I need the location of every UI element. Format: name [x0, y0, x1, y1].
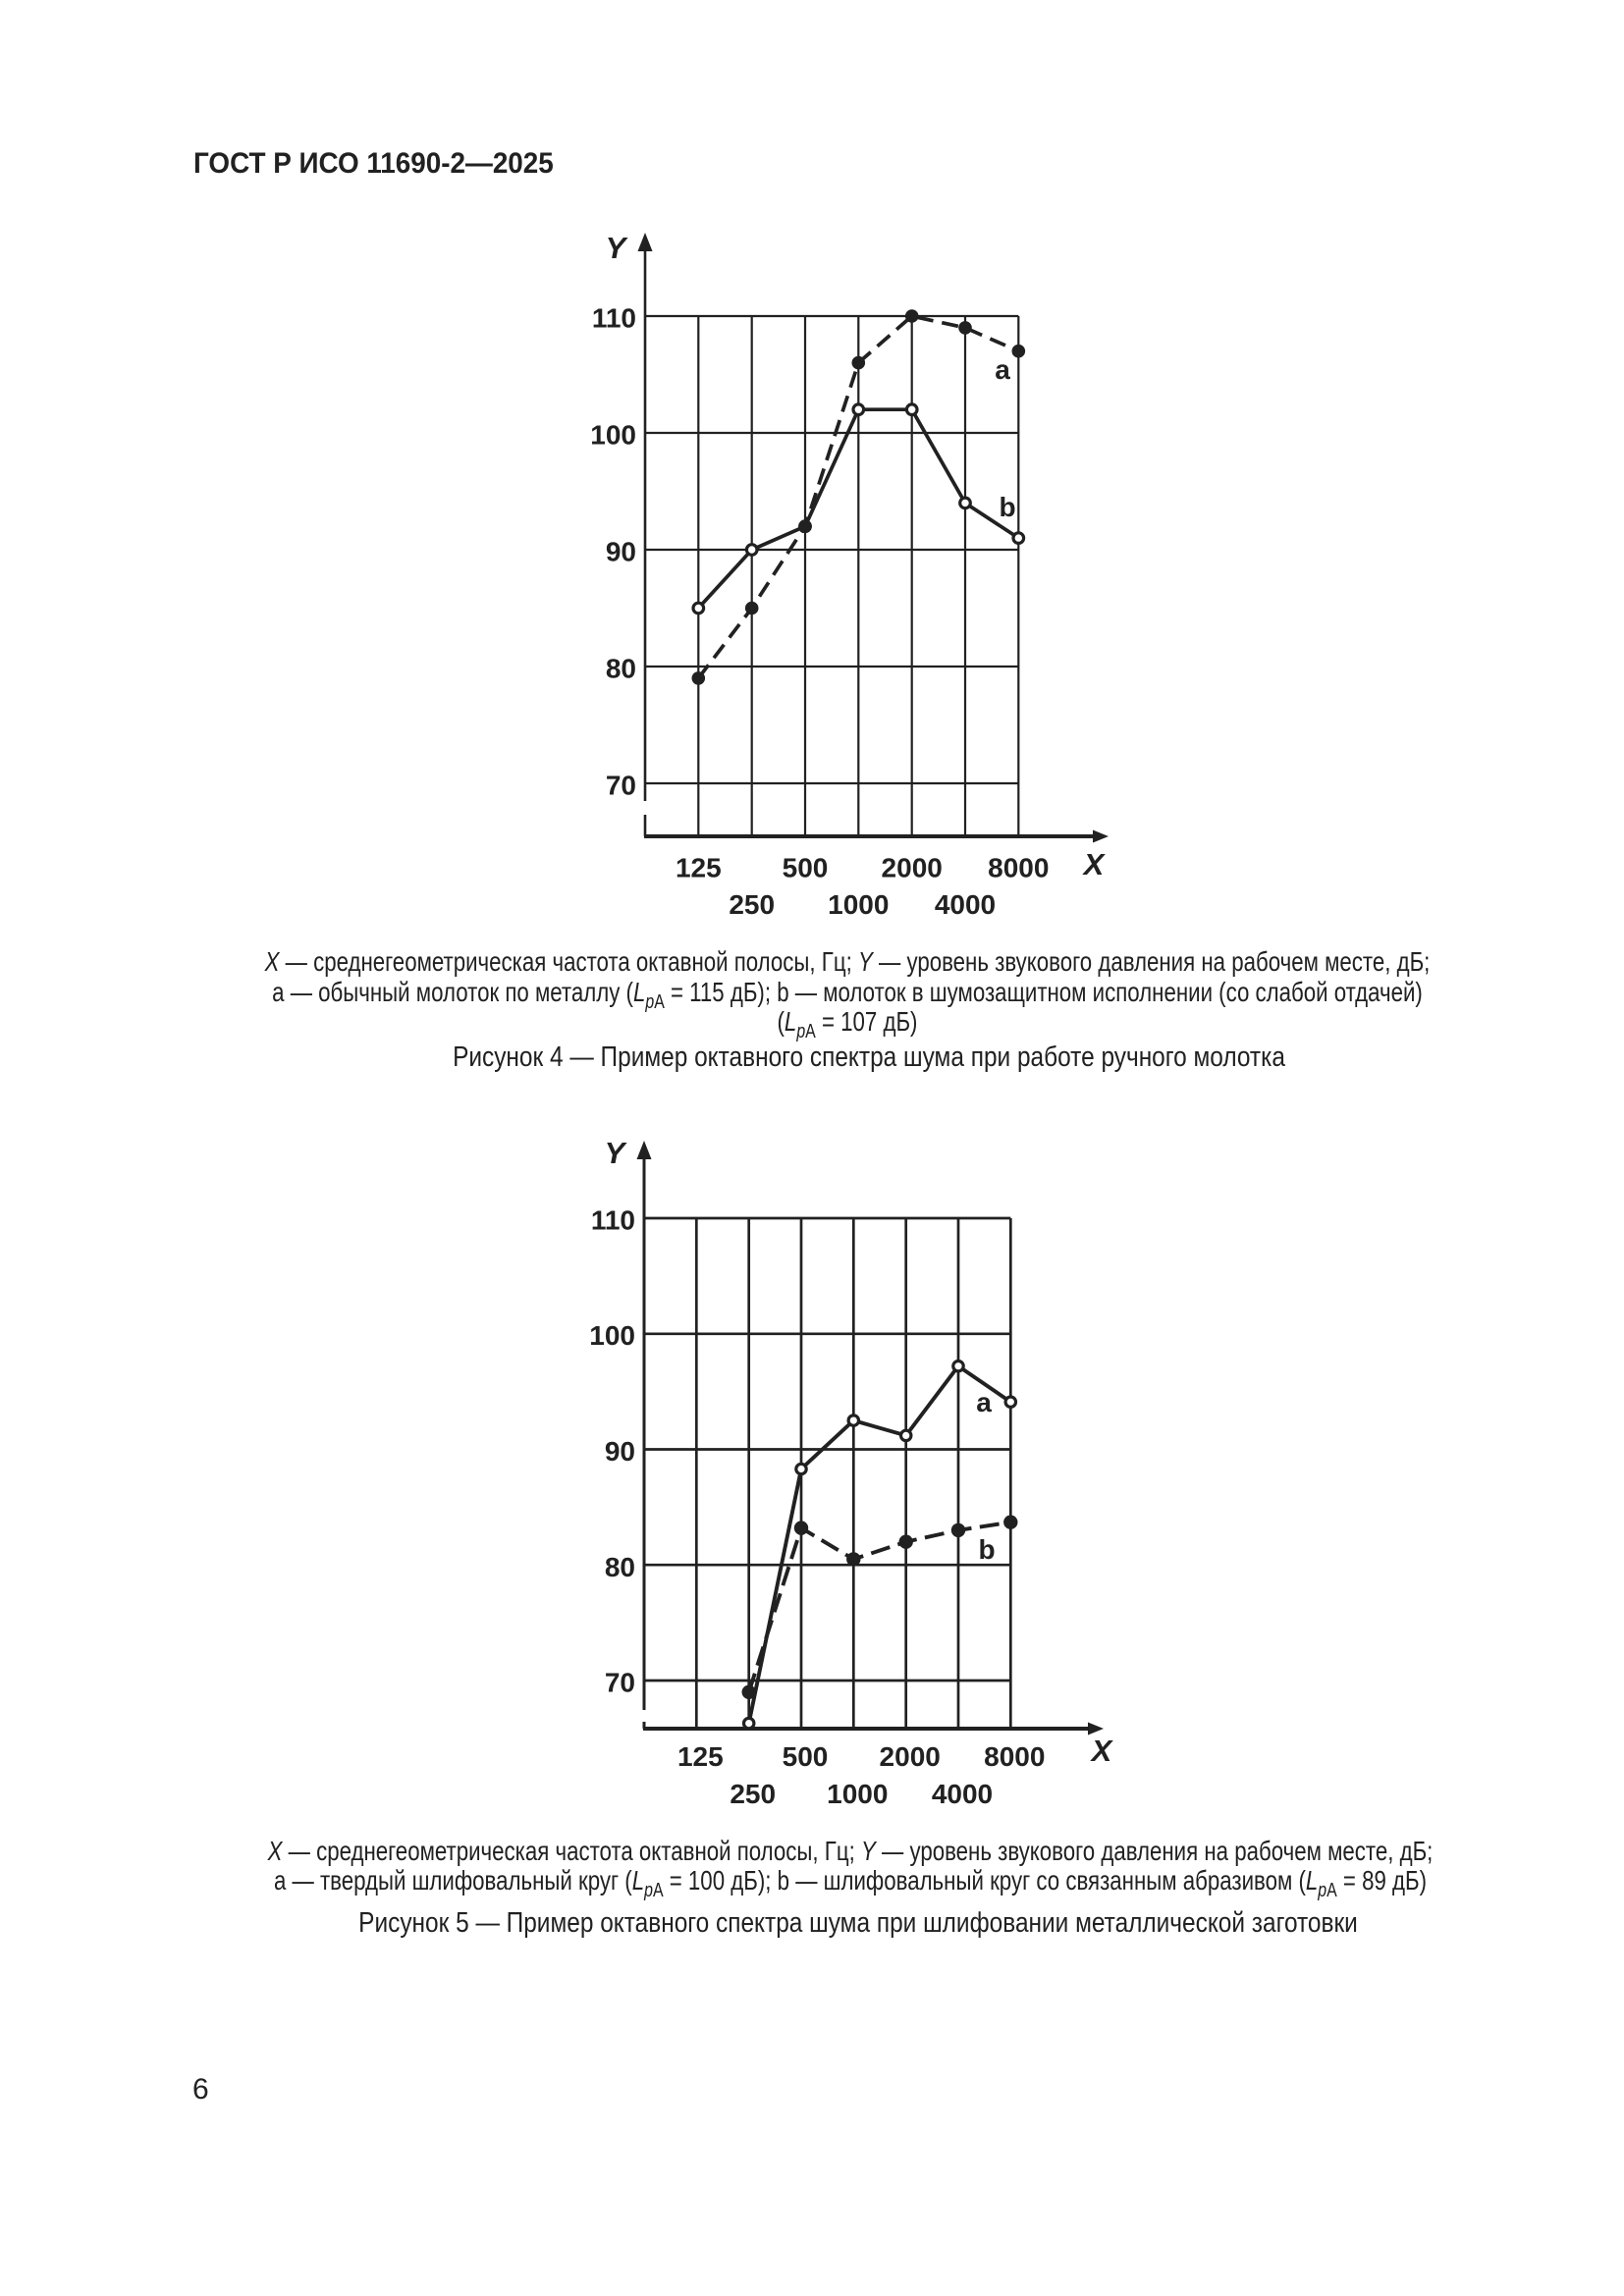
svg-text:110: 110	[592, 303, 636, 334]
svg-text:X: X	[1090, 1734, 1114, 1768]
svg-text:100: 100	[590, 420, 636, 451]
svg-text:125: 125	[677, 1741, 724, 1772]
svg-text:80: 80	[605, 1552, 635, 1582]
svg-text:4000: 4000	[935, 889, 996, 920]
svg-text:70: 70	[606, 771, 636, 801]
svg-text:Y: Y	[606, 231, 629, 265]
svg-text:a: a	[995, 354, 1010, 385]
svg-text:b: b	[999, 492, 1015, 522]
svg-text:500: 500	[783, 1741, 829, 1772]
svg-text:1000: 1000	[828, 889, 889, 920]
svg-text:8000: 8000	[984, 1741, 1045, 1772]
svg-text:8000: 8000	[988, 853, 1049, 883]
svg-text:2000: 2000	[880, 1741, 941, 1772]
svg-text:250: 250	[730, 1779, 776, 1809]
svg-text:90: 90	[606, 537, 636, 567]
svg-text:500: 500	[783, 853, 829, 883]
svg-text:70: 70	[605, 1668, 635, 1698]
svg-text:X: X	[1082, 847, 1107, 881]
svg-text:250: 250	[729, 889, 775, 920]
svg-text:125: 125	[676, 853, 722, 883]
svg-text:a: a	[976, 1387, 992, 1417]
svg-text:80: 80	[606, 654, 636, 684]
svg-text:b: b	[978, 1534, 995, 1565]
svg-text:90: 90	[605, 1436, 635, 1467]
svg-text:Y: Y	[605, 1136, 628, 1170]
svg-text:110: 110	[591, 1205, 635, 1236]
svg-text:4000: 4000	[932, 1779, 993, 1809]
svg-text:2000: 2000	[882, 853, 943, 883]
svg-text:100: 100	[589, 1320, 635, 1351]
svg-text:1000: 1000	[827, 1779, 888, 1809]
